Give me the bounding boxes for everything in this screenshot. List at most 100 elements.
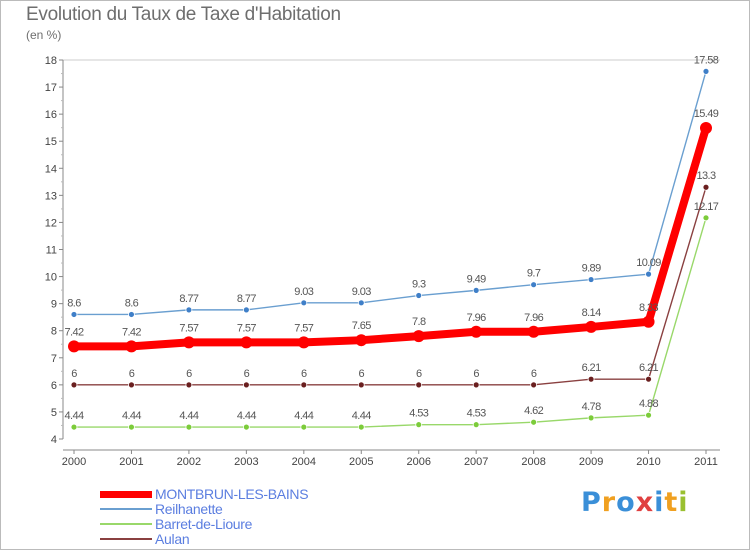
data-label-reilhanette: 9.3 xyxy=(412,279,426,291)
data-label-montbrun-les-bains: 7.57 xyxy=(237,322,256,334)
chart-series xyxy=(68,67,712,431)
data-point-reilhanette xyxy=(587,276,595,283)
data-point-barret-de-lioure xyxy=(242,423,250,431)
data-labels: 8.6 8.6 8.77 8.77 9.03 9.03 9.3 9.49 9.7 9.89 10.0… xyxy=(64,54,719,422)
legend-item-reilhanette: Reilhanette xyxy=(100,501,223,517)
y-tick-label: 18 xyxy=(45,55,57,67)
legend-swatch-montbrun xyxy=(100,490,152,498)
data-point-barret-de-lioure xyxy=(702,214,710,222)
y-tick-label: 12 xyxy=(45,217,57,229)
y-tick-label: 9 xyxy=(51,299,57,311)
data-label-reilhanette: 17.58 xyxy=(694,54,719,66)
data-point-reilhanette xyxy=(645,270,652,278)
data-label-montbrun-les-bains: 7.57 xyxy=(179,322,198,334)
data-label-reilhanette: 8.6 xyxy=(125,297,139,309)
data-label-montbrun-les-bains: 7.96 xyxy=(467,312,486,324)
chart-subtitle: (en %) xyxy=(26,28,62,42)
data-point-barret-de-lioure xyxy=(530,418,538,426)
data-point-montbrun-les-bains xyxy=(700,121,712,134)
data-label-montbrun-les-bains: 8.33 xyxy=(639,302,658,314)
x-tick-label: 2006 xyxy=(406,456,430,468)
data-label-aulan: 6 xyxy=(71,368,77,380)
data-point-aulan xyxy=(645,375,652,383)
data-label-barret-de-lioure: 4.44 xyxy=(352,410,371,422)
data-label-reilhanette: 10.09 xyxy=(636,257,661,269)
data-point-montbrun-les-bains xyxy=(297,336,310,349)
y-tick-label: 17 xyxy=(45,82,57,94)
data-point-aulan xyxy=(702,183,710,191)
legend-swatch-barret xyxy=(100,523,152,525)
data-label-montbrun-les-bains: 7.8 xyxy=(412,316,426,328)
data-label-barret-de-lioure: 4.44 xyxy=(122,410,141,422)
y-tick-label: 4 xyxy=(51,434,57,446)
chart-title: Evolution du Taux de Taxe d'Habitation xyxy=(26,4,341,25)
data-label-aulan: 6 xyxy=(186,368,192,380)
data-point-aulan xyxy=(530,381,538,389)
data-point-montbrun-les-bains xyxy=(240,336,253,349)
data-label-barret-de-lioure: 4.62 xyxy=(524,405,543,417)
legend-item-aulan: Aulan xyxy=(100,531,190,547)
y-tick-label: 5 xyxy=(51,407,57,419)
data-point-montbrun-les-bains xyxy=(470,325,483,338)
logo-letter: o xyxy=(616,487,636,518)
legend-item-montbrun: MONTBRUN-LES-BAINS xyxy=(100,486,309,502)
data-label-aulan: 6 xyxy=(531,368,537,380)
data-label-aulan: 6.21 xyxy=(639,362,658,374)
data-label-barret-de-lioure: 4.88 xyxy=(639,398,658,410)
data-point-montbrun-les-bains xyxy=(68,340,80,353)
data-label-aulan: 6 xyxy=(129,368,135,380)
data-point-montbrun-les-bains xyxy=(355,334,368,347)
logo-letter: t xyxy=(664,487,679,518)
data-point-montbrun-les-bains xyxy=(585,320,598,333)
series-line-montbrun-les-bains xyxy=(70,123,710,351)
y-tick-label: 16 xyxy=(45,109,57,121)
data-label-barret-de-lioure: 4.44 xyxy=(179,410,198,422)
data-label-aulan: 6 xyxy=(244,368,250,380)
data-label-reilhanette: 8.77 xyxy=(179,293,198,305)
legend-item-barret: Barret-de-Lioure xyxy=(100,516,252,532)
x-tick-label: 2004 xyxy=(292,456,316,468)
logo-letter: x xyxy=(635,487,655,518)
series-line-aulan xyxy=(73,186,707,386)
data-label-aulan: 6.21 xyxy=(582,362,601,374)
data-point-barret-de-lioure xyxy=(70,423,78,431)
y-tick-label: 10 xyxy=(45,272,57,284)
data-label-reilhanette: 9.89 xyxy=(582,263,601,275)
data-point-aulan xyxy=(242,381,250,389)
y-tick-label: 13 xyxy=(45,190,57,202)
data-point-montbrun-les-bains xyxy=(182,336,195,349)
data-point-barret-de-lioure xyxy=(128,423,135,431)
data-label-montbrun-les-bains: 8.14 xyxy=(582,307,601,319)
y-tick-label: 7 xyxy=(51,353,57,365)
data-point-aulan xyxy=(357,381,365,389)
data-point-reilhanette xyxy=(415,292,423,299)
chart-axes: 4 5 6 7 8 9 10 11 12 13 14 15 16 17 18 2000 2001 2002 2003… xyxy=(45,55,720,468)
data-point-aulan xyxy=(70,381,78,389)
series-line-reilhanette xyxy=(73,70,707,316)
series-line-barret-de-lioure xyxy=(73,217,707,428)
data-point-reilhanette xyxy=(300,299,308,307)
data-label-barret-de-lioure: 4.44 xyxy=(64,410,83,422)
x-tick-label: 2005 xyxy=(349,456,373,468)
data-label-reilhanette: 8.6 xyxy=(67,297,81,309)
data-point-reilhanette xyxy=(128,311,135,318)
logo-letter: i xyxy=(654,487,665,518)
data-label-barret-de-lioure: 12.17 xyxy=(694,201,719,213)
data-point-barret-de-lioure xyxy=(300,423,308,431)
legend-label-reilhanette: Reilhanette xyxy=(155,501,223,517)
data-label-aulan: 13.3 xyxy=(696,170,715,182)
data-point-montbrun-les-bains xyxy=(412,330,425,343)
data-label-aulan: 6 xyxy=(301,368,307,380)
y-tick-label: 11 xyxy=(46,245,57,257)
data-point-barret-de-lioure xyxy=(472,421,480,429)
data-point-aulan xyxy=(587,375,595,383)
x-tick-label: 2009 xyxy=(579,456,603,468)
data-point-barret-de-lioure xyxy=(357,423,365,431)
data-label-barret-de-lioure: 4.53 xyxy=(467,408,486,420)
data-label-aulan: 6 xyxy=(359,368,365,380)
y-tick-label: 8 xyxy=(51,326,57,338)
data-point-reilhanette xyxy=(242,306,250,314)
data-label-montbrun-les-bains: 7.42 xyxy=(122,326,141,338)
legend-label-montbrun: MONTBRUN-LES-BAINS xyxy=(155,486,309,502)
